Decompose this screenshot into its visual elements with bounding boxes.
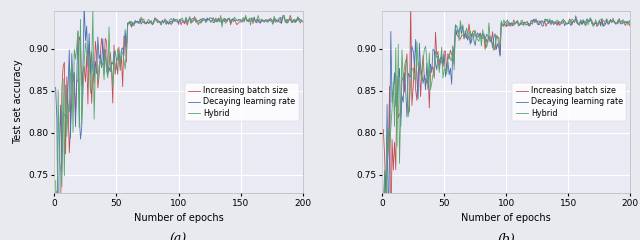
Decaying learning rate [616,23,624,25]
Decaying learning rate [396,67,403,70]
Increasing batch size [287,14,294,17]
Hybrid [63,135,70,138]
Decaying learning rate [385,224,392,227]
X-axis label: Number of epochs: Number of epochs [134,213,223,223]
Text: (b): (b) [497,233,515,240]
Decaying learning rate [280,14,288,17]
Hybrid [289,19,296,22]
Decaying learning rate [289,20,296,23]
Increasing batch size [390,141,398,144]
Hybrid [445,53,453,56]
Hybrid [100,78,108,81]
Hybrid [394,43,402,46]
Decaying learning rate [572,14,580,17]
X-axis label: Number of epochs: Number of epochs [461,213,551,223]
Decaying learning rate [63,117,70,120]
Decaying learning rate [447,67,454,70]
Increasing batch size [396,113,403,115]
Increasing batch size [627,26,634,29]
Hybrid [89,8,97,11]
Increasing batch size [428,68,436,71]
Legend: Increasing batch size, Decaying learning rate, Hybrid: Increasing batch size, Decaying learning… [185,83,299,121]
Hybrid [52,179,60,182]
Decaying learning rate [390,71,398,74]
Line: Decaying learning rate: Decaying learning rate [56,6,303,240]
Line: Hybrid: Hybrid [383,18,630,240]
Decaying learning rate [380,205,387,208]
Increasing batch size [448,54,456,56]
Increasing batch size [118,54,125,57]
Hybrid [280,15,288,18]
Decaying learning rate [68,52,76,55]
Legend: Increasing batch size, Decaying learning rate, Hybrid: Increasing batch size, Decaying learning… [513,83,627,121]
Increasing batch size [616,22,624,24]
Hybrid [390,81,397,84]
Hybrid [120,58,128,61]
Increasing batch size [407,1,415,4]
Increasing batch size [61,153,69,156]
Text: (a): (a) [170,233,187,240]
Hybrid [68,63,76,66]
Hybrid [587,17,595,19]
Line: Hybrid: Hybrid [56,9,303,240]
Increasing batch size [98,37,106,40]
Y-axis label: Test set accuracy: Test set accuracy [13,60,23,144]
Decaying learning rate [52,86,60,89]
Increasing batch size [608,21,616,24]
Hybrid [616,17,623,20]
Decaying learning rate [427,63,435,66]
Decaying learning rate [120,54,128,57]
Decaying learning rate [608,20,616,23]
Decaying learning rate [299,20,307,23]
Decaying learning rate [627,20,634,23]
Increasing batch size [299,20,307,23]
Decaying learning rate [100,72,108,75]
Decaying learning rate [81,4,88,7]
Increasing batch size [67,125,74,128]
Hybrid [607,20,614,23]
Line: Decaying learning rate: Decaying learning rate [383,16,630,225]
Hybrid [426,52,433,54]
Line: Increasing batch size: Increasing batch size [56,15,303,240]
Hybrid [299,20,307,23]
Hybrid [627,21,634,24]
Line: Increasing batch size: Increasing batch size [383,2,630,240]
Increasing batch size [380,128,387,131]
Increasing batch size [278,19,285,22]
Increasing batch size [287,18,295,21]
